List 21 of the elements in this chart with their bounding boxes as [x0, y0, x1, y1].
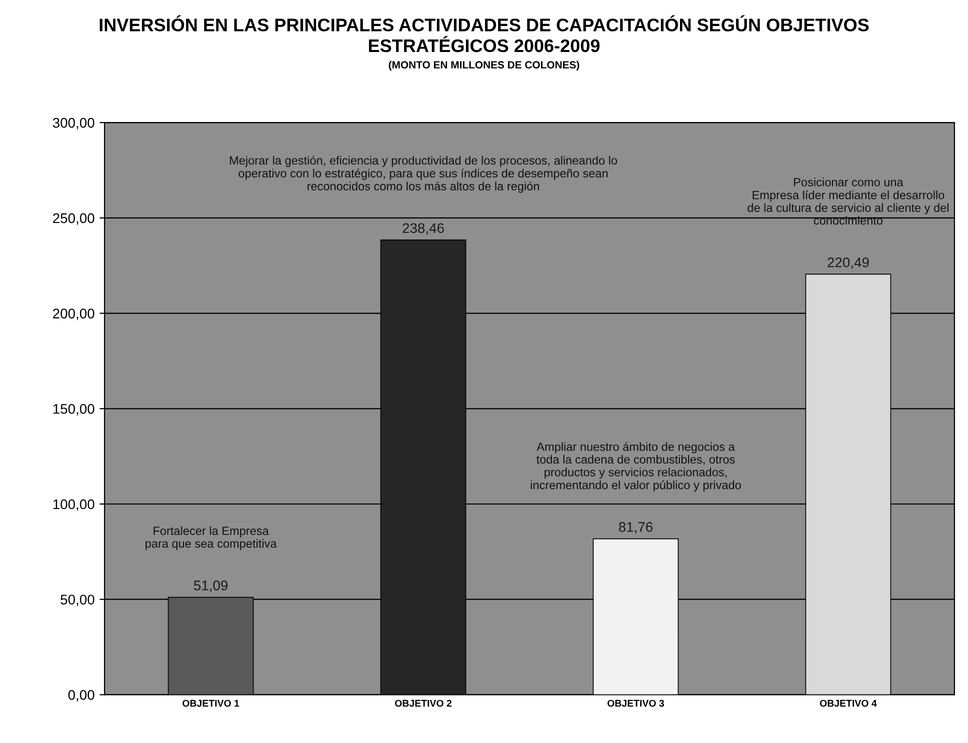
y-tick-label: 200,00 [53, 308, 94, 320]
chart-title: INVERSIÓN EN LAS PRINCIPALES ACTIVIDADES DE CAPACITACIÓN SEGÚN OBJETIVOS ESTRATÉGICOS 2006-2009 [100, 15, 869, 52]
x-tick-label: OBJETIVO 4 [820, 700, 877, 707]
y-tick-label: 300,00 [52, 118, 94, 130]
annotation: Fortalecer la Empresa para que sea competitiva [146, 526, 277, 550]
data-label: 220,49 [828, 257, 869, 269]
y-tick-label: 0,00 [68, 690, 94, 702]
x-tick-label: OBJETIVO 3 [608, 700, 664, 707]
x-tick-label: OBJETIVO 2 [395, 700, 452, 707]
x-tick-label: OBJETIVO 1 [182, 700, 240, 707]
annotation: Posicionar como una Empresa líder mediante el desarrollo de la cultura de servicio al cliente y del conocimiento [748, 178, 948, 225]
annotation: Mejorar la gestión, eficiencia y productividad de los procesos, alineando lo operativo con lo estratégico, para que sus índices de desempeño sean reconocidos como los más altos de la región [230, 156, 618, 193]
y-tick-label: 250,00 [53, 213, 94, 225]
y-tick-label: 50,00 [60, 594, 94, 606]
data-label: 238,46 [402, 223, 444, 235]
chart-subtitle: (MONTO EN MILLONES DE COLONES) [388, 60, 580, 71]
annotation: Ampliar nuestro ámbito de negocios a toda la cadena de combustibles, otros productos y servicios relacionados, incrementando el valor público y privado [530, 442, 741, 492]
y-tick-label: 150,00 [53, 404, 94, 416]
data-label: 51,09 [194, 580, 228, 592]
data-label: 81,76 [618, 522, 653, 534]
y-tick-label: 100,00 [53, 499, 94, 511]
